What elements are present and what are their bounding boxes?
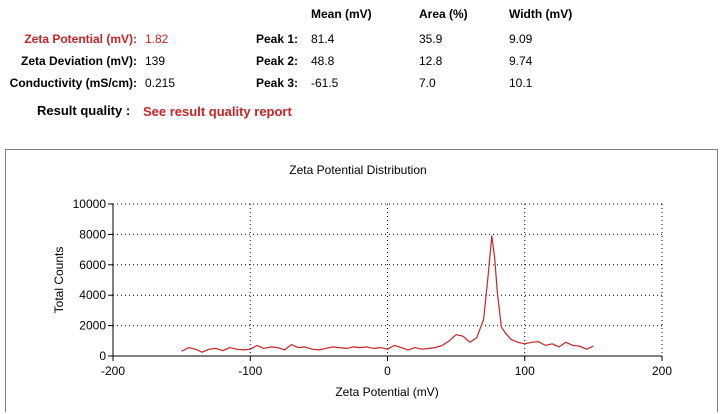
peak-2-width: 9.74: [509, 54, 533, 68]
conductivity-label: Conductivity (mS/cm):: [9, 76, 137, 90]
header-width: Width (mV): [509, 7, 573, 21]
peak-1-label: Peak 1:: [255, 32, 298, 46]
peak-2-area: 12.8: [419, 54, 443, 68]
peak-1-mean: 81.4: [311, 32, 335, 46]
peak-2-label: Peak 2:: [255, 54, 298, 68]
header-area: Area (%): [419, 7, 468, 21]
result-quality-label: Result quality :: [37, 103, 131, 118]
result-quality-report-link[interactable]: See result quality report: [143, 104, 292, 119]
peak-3-area: 7.0: [419, 76, 436, 90]
conductivity-value: 0.215: [145, 76, 176, 90]
peak-3-mean: -61.5: [311, 76, 339, 90]
zeta-potential-value: 1.82: [145, 32, 169, 46]
header-mean: Mean (mV): [311, 7, 372, 21]
peak-1-width: 9.09: [509, 32, 533, 46]
peak-1-area: 35.9: [419, 32, 443, 46]
zeta-deviation-value: 139: [145, 54, 166, 68]
chart-panel: [5, 149, 718, 412]
zeta-potential-label: Zeta Potential (mV):: [24, 32, 137, 46]
peak-3-width: 10.1: [509, 76, 533, 90]
zeta-deviation-label: Zeta Deviation (mV):: [20, 54, 137, 68]
peak-2-mean: 48.8: [311, 54, 335, 68]
peak-3-label: Peak 3:: [255, 76, 298, 90]
